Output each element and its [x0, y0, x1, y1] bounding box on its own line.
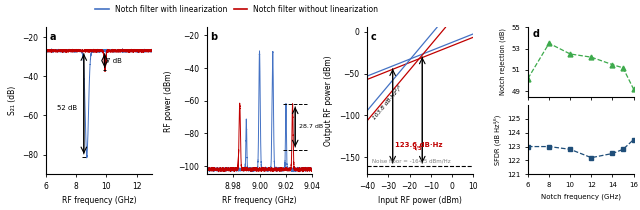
X-axis label: RF frequency (GHz): RF frequency (GHz) — [222, 197, 297, 206]
Y-axis label: RF power (dBm): RF power (dBm) — [164, 70, 173, 131]
Text: d: d — [532, 29, 539, 39]
Text: 52 dB: 52 dB — [57, 105, 77, 111]
Text: c: c — [371, 32, 376, 42]
Text: Noise floor = -164.5 dBm/Hz: Noise floor = -164.5 dBm/Hz — [372, 159, 450, 164]
X-axis label: Input RF power (dBm): Input RF power (dBm) — [378, 197, 462, 206]
Y-axis label: Notch rejection (dB): Notch rejection (dB) — [499, 29, 506, 96]
Y-axis label: Output RF power (dBm): Output RF power (dBm) — [324, 55, 333, 146]
Text: 4/5: 4/5 — [413, 145, 422, 150]
Y-axis label: S₂₁ (dB): S₂₁ (dB) — [8, 86, 17, 116]
Text: a: a — [49, 32, 56, 42]
X-axis label: Notch frequency (GHz): Notch frequency (GHz) — [541, 193, 621, 200]
Text: 28.7 dB: 28.7 dB — [299, 125, 323, 129]
Legend: Notch filter with linearization, Notch filter without linearization: Notch filter with linearization, Notch f… — [92, 2, 381, 17]
Text: 7 dB: 7 dB — [106, 58, 122, 64]
Text: 123.6 dB·Hz: 123.6 dB·Hz — [395, 142, 442, 148]
X-axis label: RF frequency (GHz): RF frequency (GHz) — [61, 197, 136, 206]
Y-axis label: SFDR (dB Hz⁴⁄⁵): SFDR (dB Hz⁴⁄⁵) — [494, 114, 501, 165]
Text: 103.8 dB·Hz²/³: 103.8 dB·Hz²/³ — [372, 84, 403, 121]
Text: b: b — [210, 32, 217, 42]
